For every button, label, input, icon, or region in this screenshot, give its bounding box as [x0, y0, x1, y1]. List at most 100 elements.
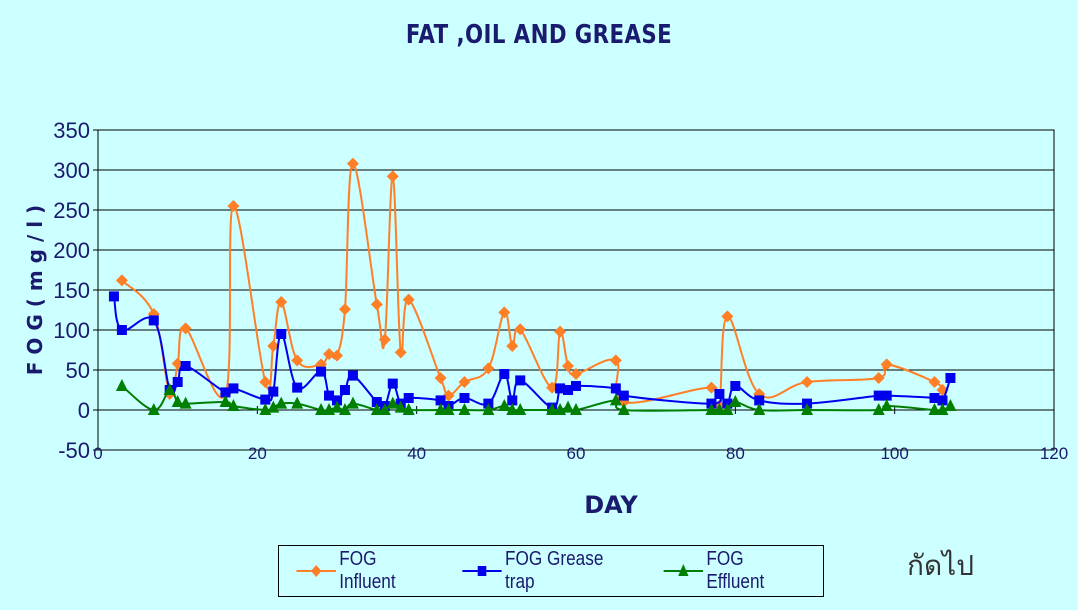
data-point: [713, 403, 726, 415]
y-tick-label: 200: [53, 238, 90, 263]
data-point: [754, 395, 765, 406]
x-tick-label: 80: [726, 444, 745, 463]
data-point: [434, 372, 447, 384]
data-point: [507, 395, 518, 406]
data-point: [872, 403, 885, 415]
data-point: [276, 329, 287, 339]
data-point: [434, 403, 447, 415]
legend-item: FOG Grease trap: [462, 548, 638, 594]
data-point: [371, 397, 382, 407]
data-point: [387, 378, 398, 389]
data-point: [323, 348, 336, 360]
data-point: [163, 383, 176, 395]
data-point: [315, 403, 328, 415]
data-point: [332, 395, 342, 406]
data-point: [937, 395, 948, 406]
data-point: [227, 200, 240, 212]
data-point: [555, 383, 566, 394]
y-tick-label: 50: [66, 358, 90, 383]
data-point: [402, 293, 415, 306]
data-point: [801, 403, 814, 415]
data-point: [179, 322, 192, 335]
data-point: [721, 310, 734, 323]
data-point: [108, 291, 119, 302]
data-point: [370, 298, 383, 311]
data-point: [267, 400, 280, 413]
data-point: [928, 403, 941, 415]
data-point: [346, 396, 359, 409]
data-point: [618, 390, 629, 401]
data-point: [227, 399, 240, 411]
legend-swatch: [663, 564, 703, 576]
x-tick-label: 60: [567, 444, 586, 463]
data-point: [610, 383, 621, 394]
x-tick-label: 20: [248, 444, 267, 463]
data-point: [498, 399, 511, 411]
data-point: [115, 274, 128, 287]
data-point: [275, 296, 288, 308]
legend-marker: [478, 566, 487, 576]
data-point: [267, 340, 280, 352]
data-point: [291, 354, 304, 367]
x-tick-label: 0: [93, 444, 102, 463]
data-point: [275, 396, 288, 409]
data-point: [378, 403, 391, 415]
data-point: [458, 376, 471, 388]
data-point: [514, 403, 527, 415]
data-point: [116, 325, 127, 335]
data-point: [268, 386, 279, 397]
data-point: [291, 396, 304, 409]
data-point: [331, 400, 343, 413]
data-point: [386, 396, 399, 409]
data-point: [499, 369, 510, 379]
data-point: [881, 390, 892, 401]
y-tick-label: 150: [53, 278, 90, 303]
legend-label: FOG Effluent: [706, 548, 765, 593]
data-point: [435, 395, 446, 406]
data-point: [148, 315, 159, 326]
data-point: [172, 377, 183, 387]
data-point: [563, 385, 574, 395]
data-point: [171, 395, 184, 407]
data-point: [402, 403, 415, 415]
x-tick-label: 120: [1040, 444, 1068, 463]
data-point: [609, 354, 622, 367]
data-point: [714, 389, 725, 399]
data-point: [928, 376, 941, 388]
data-point: [370, 403, 383, 415]
data-point: [347, 370, 358, 381]
data-point: [346, 157, 359, 170]
data-point: [219, 395, 232, 407]
data-point: [228, 383, 239, 394]
y-axis-label: F O G ( m g / l ): [23, 205, 47, 375]
legend-item: FOG Influent: [296, 548, 437, 594]
data-point: [506, 403, 519, 415]
data-point: [609, 393, 622, 406]
y-tick-label: 250: [53, 198, 90, 223]
data-point: [292, 382, 303, 393]
data-point: [730, 381, 741, 391]
data-point: [339, 385, 350, 395]
y-tick-label: -50: [58, 438, 90, 463]
data-point: [458, 403, 471, 415]
data-point: [617, 403, 630, 415]
data-point: [331, 349, 343, 362]
data-point: [571, 381, 581, 391]
data-point: [562, 360, 575, 372]
data-point: [338, 403, 351, 415]
legend-swatch: [462, 566, 502, 576]
data-point: [394, 400, 407, 413]
data-point: [338, 303, 351, 316]
y-tick-label: 300: [53, 158, 90, 183]
data-point: [482, 362, 495, 375]
data-point: [936, 403, 949, 415]
data-point: [482, 403, 495, 415]
data-point: [459, 393, 470, 403]
data-point: [378, 333, 391, 346]
data-point: [554, 325, 567, 338]
data-point: [324, 390, 335, 401]
data-point: [753, 403, 766, 415]
chart-title: FAT ,OIL AND GREASE: [405, 20, 673, 50]
y-tick-label: 350: [53, 118, 90, 143]
legend-label: FOG Grease trap: [505, 548, 604, 593]
